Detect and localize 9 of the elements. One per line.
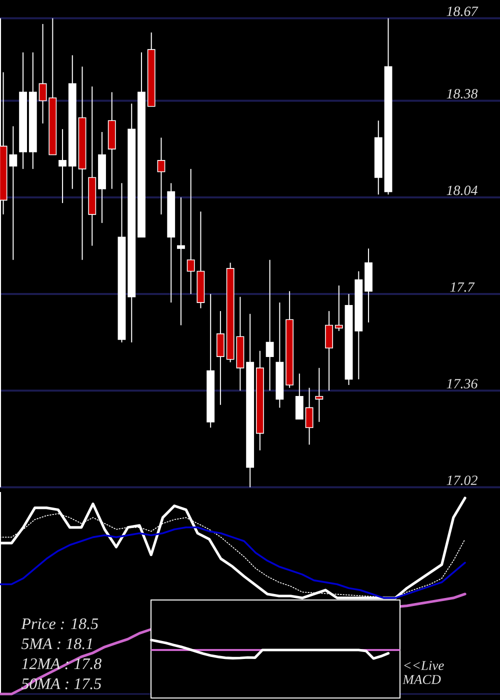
annotation: <<Live MACD [402, 660, 444, 684]
y-tick-label: 18.67 [446, 6, 478, 16]
y-tick-label: 18.38 [446, 89, 478, 99]
y-tick-label: 17.02 [446, 476, 478, 486]
annotation: 5MA : 18.1 [21, 638, 92, 650]
annotation: Price : 18.5 [21, 618, 98, 630]
y-tick-label: 18.04 [446, 186, 478, 196]
y-tick-label: 17.36 [446, 378, 478, 388]
y-tick-label: 17.7 [450, 282, 475, 292]
